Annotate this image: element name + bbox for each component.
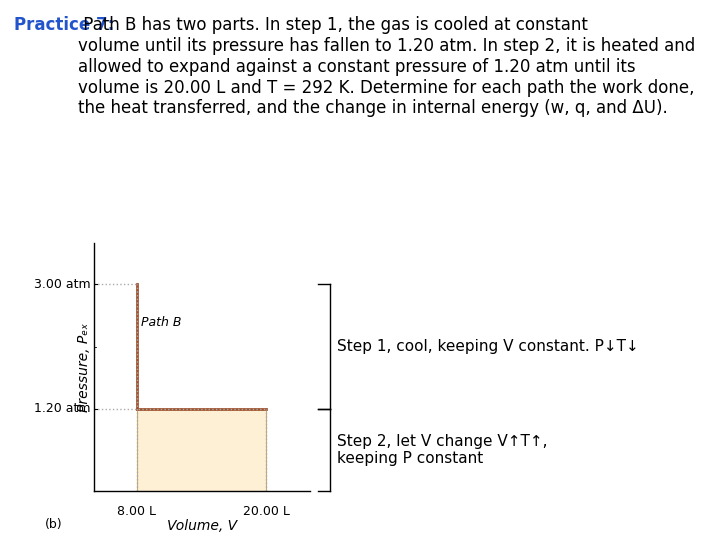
Text: (b): (b) <box>45 518 63 531</box>
Text: Step 2, let V change V↑T↑,
keeping P constant: Step 2, let V change V↑T↑, keeping P con… <box>337 434 547 466</box>
Y-axis label: Pressure, Pₑₓ: Pressure, Pₑₓ <box>77 322 91 412</box>
X-axis label: Volume, V: Volume, V <box>166 519 237 533</box>
Text: Step 1, cool, keeping V constant. P↓T↓: Step 1, cool, keeping V constant. P↓T↓ <box>337 339 639 354</box>
Text: 1.20 atm: 1.20 atm <box>34 402 91 415</box>
Text: Practice 7:: Practice 7: <box>14 16 114 34</box>
Text: 3.00 atm: 3.00 atm <box>34 278 91 291</box>
Text: Path B: Path B <box>141 316 181 329</box>
Text: 8.00 L: 8.00 L <box>117 505 156 518</box>
Text: Path B has two parts. In step 1, the gas is cooled at constant
volume until its : Path B has two parts. In step 1, the gas… <box>78 16 695 117</box>
Text: 20.00 L: 20.00 L <box>243 505 290 518</box>
